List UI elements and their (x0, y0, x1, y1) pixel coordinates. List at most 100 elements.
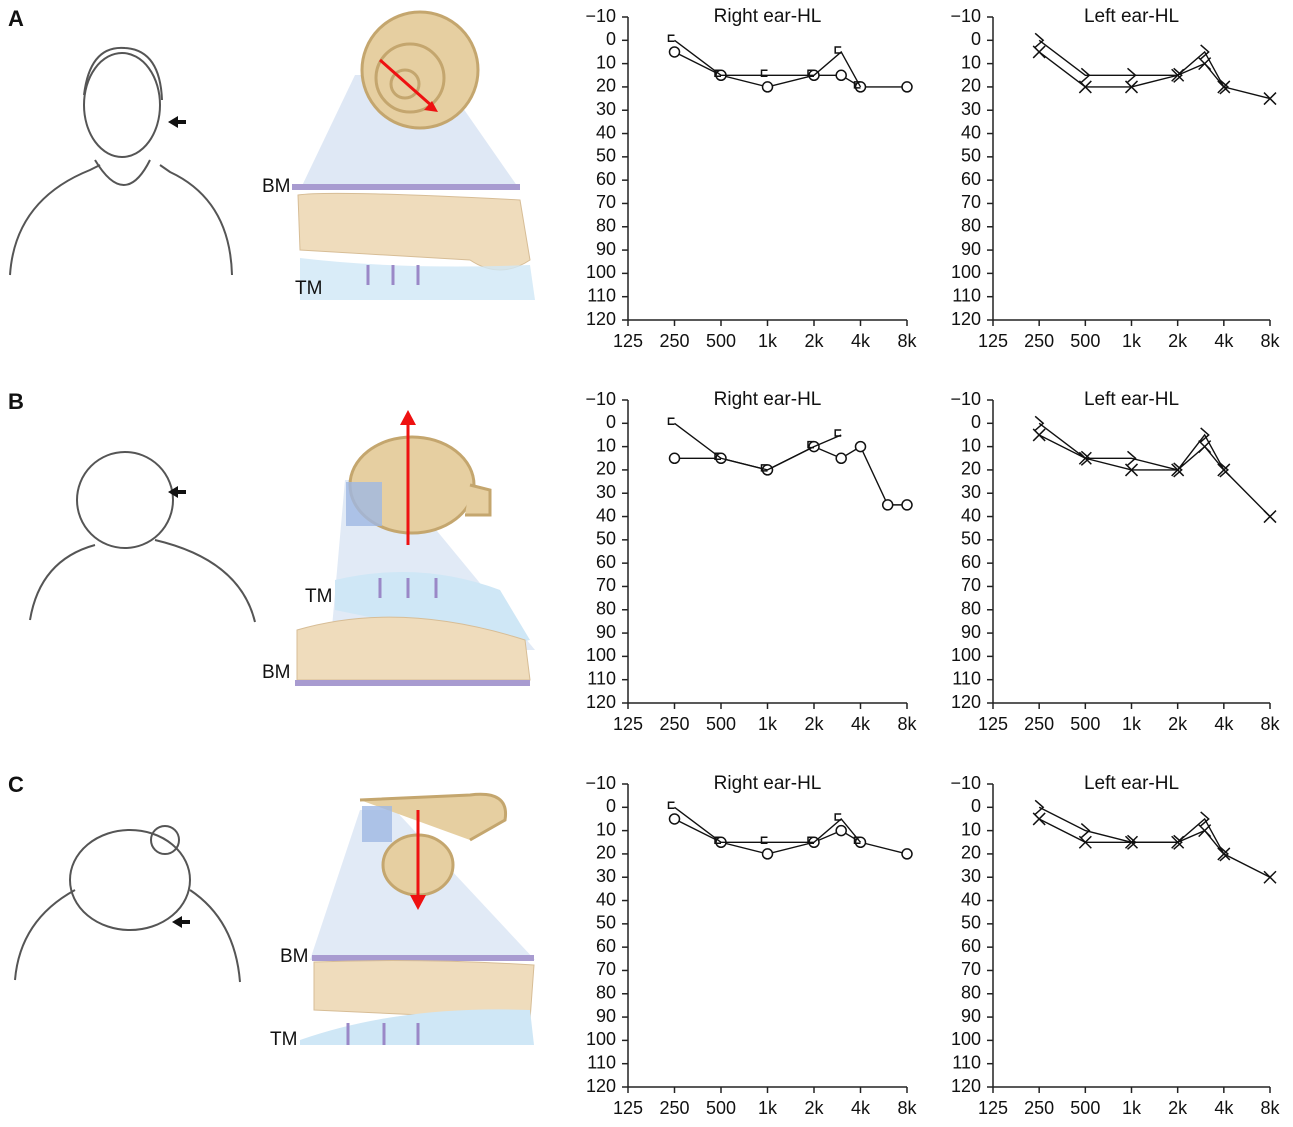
y-tick-label: 80 (961, 983, 981, 1003)
y-tick-label: 30 (961, 99, 981, 119)
data-point (763, 82, 773, 92)
y-tick-label: 20 (961, 459, 981, 479)
chart-title: Right ear-HL (714, 6, 822, 27)
data-point (763, 849, 773, 859)
y-tick-label: 40 (961, 122, 981, 142)
y-tick-label: 90 (596, 622, 616, 642)
y-tick-label: 50 (961, 913, 981, 933)
marker (1264, 93, 1276, 105)
marker (669, 35, 675, 41)
series-line (675, 52, 908, 87)
y-tick-label: 90 (961, 1006, 981, 1026)
illustration-a (10, 12, 535, 300)
x-tick-label: 2k (1168, 331, 1188, 351)
y-tick-label: 40 (596, 505, 616, 525)
y-tick-label: −10 (585, 389, 616, 409)
series-line (675, 819, 908, 854)
y-tick-label: 90 (596, 1006, 616, 1026)
tm-label: TM (305, 586, 332, 607)
x-tick-label: 8k (1260, 1098, 1280, 1118)
y-tick-label: 70 (961, 575, 981, 595)
y-tick-label: 20 (961, 76, 981, 96)
panel-letter: C (8, 772, 24, 797)
y-tick-label: 120 (951, 1076, 981, 1096)
data-point (669, 802, 675, 808)
y-tick-label: 110 (587, 285, 616, 305)
y-tick-label: 0 (971, 796, 981, 816)
data-point (836, 826, 846, 836)
x-tick-label: 8k (1260, 331, 1280, 351)
marker (763, 82, 773, 92)
x-tick-label: 4k (1214, 331, 1234, 351)
y-tick-label: 30 (596, 99, 616, 119)
y-tick-label: 90 (961, 239, 981, 259)
y-tick-label: 20 (596, 76, 616, 96)
y-tick-label: 20 (961, 843, 981, 863)
data-point (856, 442, 866, 452)
bm-label: BM (280, 946, 309, 967)
marker (669, 802, 675, 808)
y-tick-label: 10 (596, 819, 616, 839)
x-tick-label: 1k (1122, 1098, 1142, 1118)
y-tick-label: 120 (586, 692, 616, 712)
marker (1264, 511, 1276, 523)
x-tick-label: 250 (1024, 714, 1054, 734)
y-tick-label: 100 (586, 1029, 616, 1049)
y-tick-label: 20 (596, 843, 616, 863)
x-tick-label: 125 (613, 1098, 643, 1118)
y-tick-label: 80 (596, 216, 616, 236)
data-point (670, 814, 680, 824)
y-tick-label: 0 (971, 412, 981, 432)
data-point (1033, 429, 1045, 441)
x-tick-label: 125 (978, 714, 1008, 734)
marker (670, 47, 680, 57)
data-point (1033, 46, 1045, 58)
x-tick-label: 1k (758, 1098, 778, 1118)
y-tick-label: 50 (961, 146, 981, 166)
y-tick-label: 10 (596, 435, 616, 455)
tm-label: TM (270, 1029, 297, 1050)
marker (669, 418, 675, 424)
y-tick-label: 70 (596, 192, 616, 212)
chart-title: Right ear-HL (714, 773, 822, 794)
y-tick-label: 30 (961, 482, 981, 502)
series-line (1039, 819, 1270, 877)
y-tick-label: 110 (952, 1052, 981, 1072)
y-tick-label: 120 (586, 309, 616, 329)
x-tick-label: 2k (804, 331, 824, 351)
marker (1033, 46, 1045, 58)
data-point (902, 82, 912, 92)
y-tick-label: 100 (951, 262, 981, 282)
y-tick-label: −10 (950, 389, 981, 409)
y-tick-label: 40 (596, 889, 616, 909)
y-tick-label: 100 (586, 645, 616, 665)
x-tick-label: 125 (978, 1098, 1008, 1118)
data-point (836, 70, 846, 80)
y-tick-label: 40 (961, 505, 981, 525)
y-tick-label: 60 (961, 552, 981, 572)
bm-label: BM (262, 662, 291, 683)
marker (670, 814, 680, 824)
y-tick-label: 70 (961, 192, 981, 212)
y-tick-label: 100 (951, 645, 981, 665)
series-line (1039, 40, 1224, 87)
data-point (669, 35, 675, 41)
x-tick-label: 500 (1070, 331, 1100, 351)
x-tick-label: 250 (659, 331, 689, 351)
x-tick-label: 4k (851, 331, 871, 351)
y-tick-label: 70 (961, 959, 981, 979)
y-tick-label: 80 (596, 599, 616, 619)
chart-title: Left ear-HL (1084, 389, 1179, 410)
x-tick-label: 500 (706, 714, 736, 734)
panel-letter: A (8, 6, 24, 31)
y-tick-label: 90 (961, 622, 981, 642)
marker (1033, 429, 1045, 441)
x-tick-label: 125 (613, 331, 643, 351)
figure: A B C BM TM TM BM BM TM Right ear-HL−100… (0, 0, 1293, 1122)
y-tick-label: 120 (951, 309, 981, 329)
x-tick-label: 1k (758, 714, 778, 734)
y-tick-label: 60 (961, 936, 981, 956)
y-tick-label: 60 (961, 169, 981, 189)
y-tick-label: 40 (596, 122, 616, 142)
y-tick-label: 110 (587, 1052, 616, 1072)
